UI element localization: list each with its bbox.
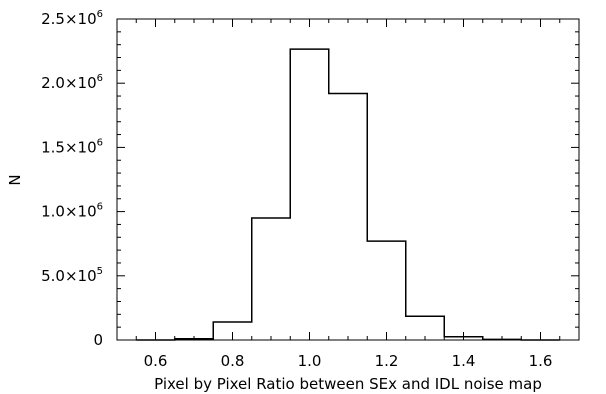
y-tick-label: 1.0×106: [41, 202, 103, 221]
x-tick-label: 0.6: [144, 352, 168, 370]
plot-frame: [116, 18, 580, 341]
x-tick-label: 1.0: [298, 352, 322, 370]
x-tick-label: 0.8: [221, 352, 245, 370]
y-axis-ticks: 0 5.0×105 1.0×106 1.5×106 2.0×106 2.5×106: [41, 9, 579, 349]
histogram-bar: [329, 93, 368, 340]
histogram-outline: [136, 48, 560, 341]
x-tick-label: 1.4: [452, 352, 476, 370]
x-tick-label: 1.6: [529, 352, 553, 370]
histogram-bar: [252, 218, 291, 340]
histogram-bar: [367, 241, 406, 340]
y-axis-label: N: [6, 174, 24, 185]
y-tick-label: 2.5×106: [41, 9, 103, 28]
y-tick-label: 5.0×105: [41, 266, 103, 285]
y-tick-label: 1.5×106: [41, 137, 103, 156]
histogram-bar: [290, 49, 329, 340]
x-axis-ticks: 0.6 0.8 1.0 1.2 1.4 1.6: [116, 19, 580, 370]
y-tick-label: 0: [93, 331, 103, 349]
x-axis-label: Pixel by Pixel Ratio between SEx and IDL…: [154, 375, 542, 393]
x-tick-label: 1.2: [375, 352, 399, 370]
y-tick-label: 2.0×106: [41, 73, 103, 92]
